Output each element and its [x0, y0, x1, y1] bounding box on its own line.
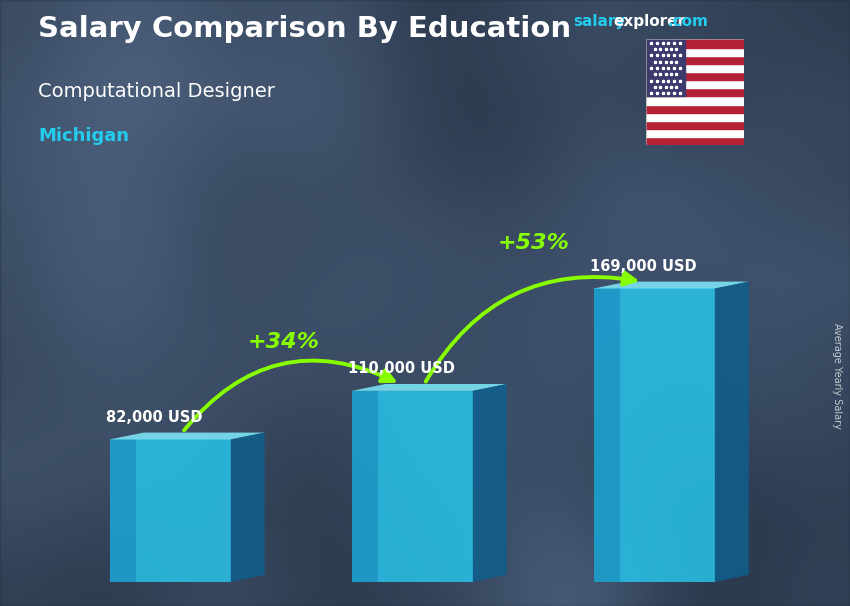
Text: 82,000 USD: 82,000 USD [106, 410, 202, 425]
Polygon shape [110, 439, 136, 582]
Polygon shape [110, 439, 230, 582]
Polygon shape [352, 391, 473, 582]
Text: 110,000 USD: 110,000 USD [348, 361, 455, 376]
Text: salary: salary [574, 14, 626, 29]
Polygon shape [230, 433, 264, 582]
Polygon shape [110, 433, 264, 439]
Polygon shape [715, 282, 749, 582]
Polygon shape [594, 288, 620, 582]
Polygon shape [646, 129, 744, 138]
Polygon shape [646, 105, 744, 113]
Polygon shape [646, 72, 744, 80]
Polygon shape [646, 80, 744, 88]
Polygon shape [646, 64, 744, 72]
Text: +34%: +34% [247, 332, 320, 352]
Polygon shape [646, 47, 744, 56]
Polygon shape [594, 282, 749, 288]
Text: Salary Comparison By Education: Salary Comparison By Education [38, 15, 571, 43]
Text: Computational Designer: Computational Designer [38, 82, 275, 101]
Text: .com: .com [667, 14, 708, 29]
Text: +53%: +53% [497, 233, 570, 253]
Text: Michigan: Michigan [38, 127, 129, 145]
Polygon shape [646, 138, 744, 145]
Polygon shape [352, 391, 378, 582]
Polygon shape [473, 384, 507, 582]
Polygon shape [646, 113, 744, 121]
Text: 169,000 USD: 169,000 USD [590, 259, 697, 274]
Polygon shape [646, 39, 744, 47]
Polygon shape [594, 288, 715, 582]
Polygon shape [646, 56, 744, 64]
Polygon shape [646, 96, 744, 105]
FancyArrowPatch shape [184, 361, 394, 430]
Polygon shape [352, 384, 507, 391]
Polygon shape [646, 39, 685, 96]
Polygon shape [646, 88, 744, 96]
Polygon shape [646, 121, 744, 129]
Text: explorer: explorer [614, 14, 686, 29]
FancyArrowPatch shape [426, 273, 635, 382]
Text: Average Yearly Salary: Average Yearly Salary [832, 323, 842, 428]
